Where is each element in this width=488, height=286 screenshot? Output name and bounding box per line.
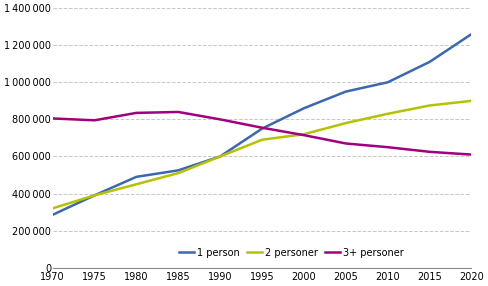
2 personer — [343, 121, 349, 125]
3+ personer — [92, 119, 98, 122]
2 personer — [385, 112, 390, 116]
1 person — [133, 175, 139, 178]
1 person — [50, 213, 56, 217]
1 person — [468, 32, 474, 36]
1 person — [427, 60, 432, 64]
1 person — [217, 155, 223, 158]
2 personer — [175, 171, 181, 175]
3+ personer — [427, 150, 432, 154]
3+ personer — [50, 117, 56, 120]
Line: 3+ personer: 3+ personer — [53, 112, 471, 155]
Line: 2 personer: 2 personer — [53, 101, 471, 208]
3+ personer — [385, 146, 390, 149]
3+ personer — [343, 142, 349, 145]
1 person — [92, 194, 98, 197]
1 person — [259, 127, 265, 130]
3+ personer — [175, 110, 181, 114]
2 personer — [259, 138, 265, 142]
1 person — [343, 90, 349, 93]
2 personer — [301, 132, 307, 136]
2 personer — [468, 99, 474, 103]
2 personer — [427, 104, 432, 107]
2 personer — [50, 207, 56, 210]
2 personer — [217, 155, 223, 158]
1 person — [301, 107, 307, 110]
3+ personer — [133, 111, 139, 115]
3+ personer — [217, 118, 223, 121]
Legend: 1 person, 2 personer, 3+ personer: 1 person, 2 personer, 3+ personer — [179, 248, 404, 258]
3+ personer — [259, 126, 265, 130]
1 person — [385, 81, 390, 84]
1 person — [175, 169, 181, 172]
3+ personer — [468, 153, 474, 156]
3+ personer — [301, 134, 307, 137]
Line: 1 person: 1 person — [53, 34, 471, 215]
2 personer — [92, 194, 98, 197]
2 personer — [133, 182, 139, 186]
